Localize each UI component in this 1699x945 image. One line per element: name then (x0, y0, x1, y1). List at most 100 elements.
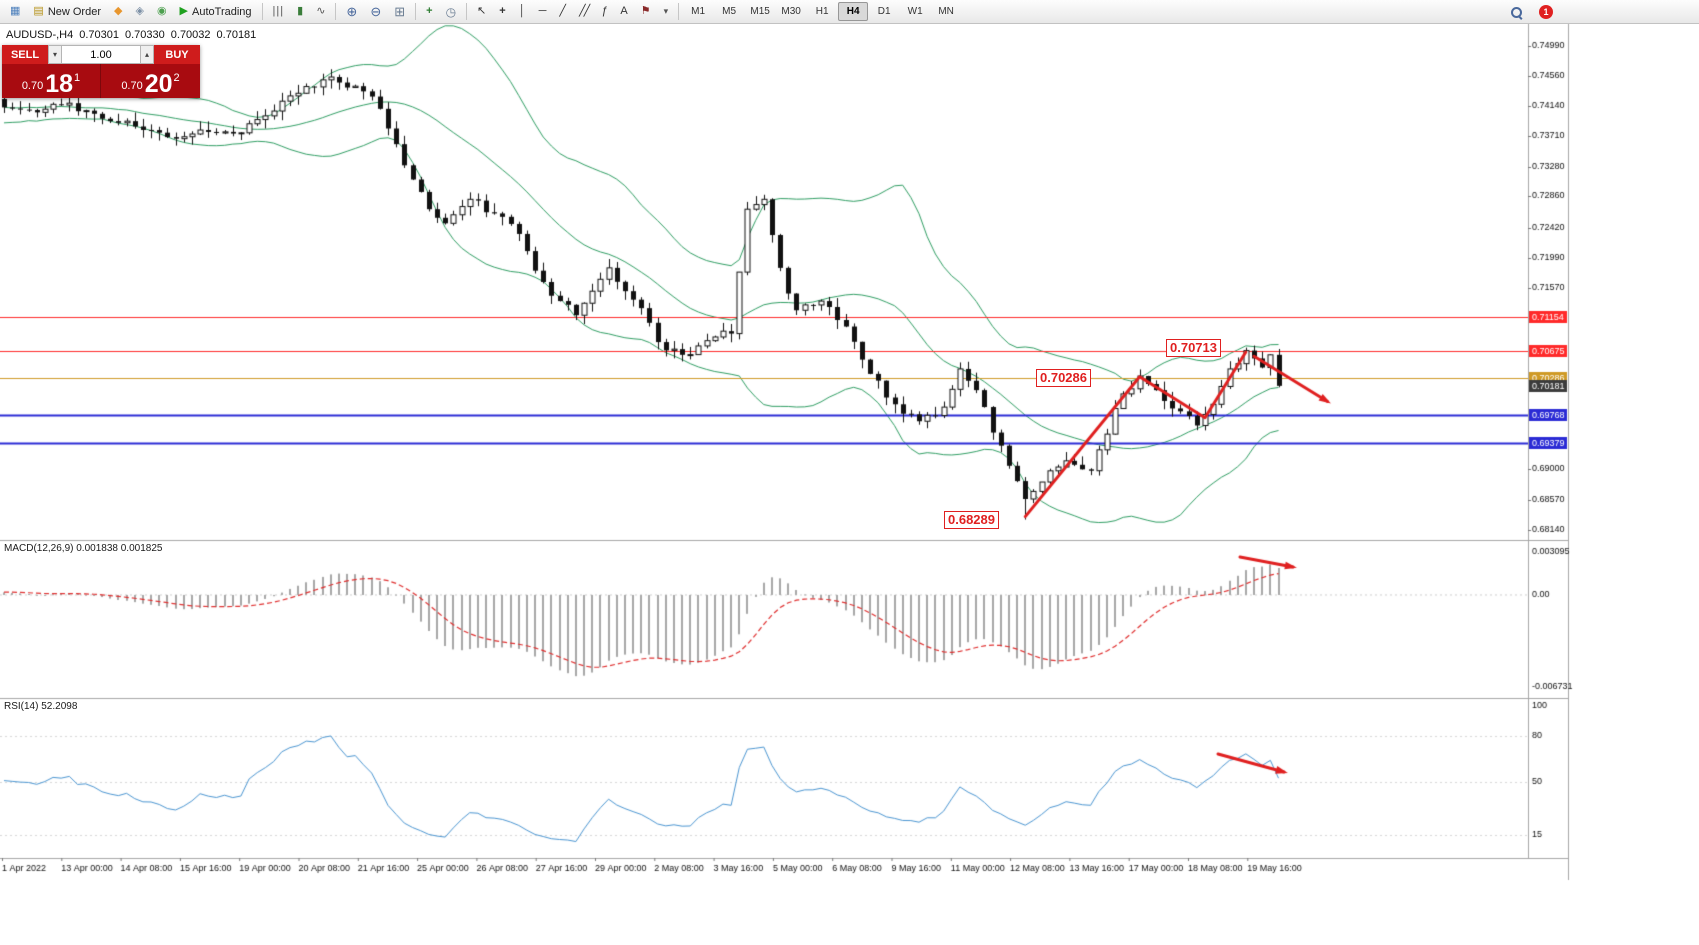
bar-chart-icon: ||| (272, 5, 285, 17)
mql-market-icon: ◆ (114, 5, 123, 17)
buy-button[interactable]: BUY (154, 45, 200, 64)
notification-badge[interactable]: 1 (1539, 5, 1553, 19)
mql-community-icon: ◉ (156, 5, 167, 17)
toolbar-separator (466, 3, 468, 20)
fibonacci-icon: ƒ (601, 5, 608, 17)
mql-codebase-button[interactable]: ◈ (129, 1, 149, 23)
periods-button[interactable]: ◷ (440, 1, 462, 23)
zoom-out-icon: ⊖ (370, 4, 382, 19)
line-chart-button[interactable]: ∿ (310, 1, 331, 23)
trendline-icon: ╱ (559, 5, 566, 17)
toolbar-separator (678, 3, 680, 20)
cursor-button[interactable]: ↖ (471, 1, 492, 23)
price-annotation[interactable]: 0.68289 (944, 510, 999, 529)
new-chart-button[interactable]: ▦ (4, 1, 26, 23)
text-button[interactable]: A (614, 1, 633, 23)
chart-symbol-period: AUDUSD-,H4 (6, 29, 74, 41)
chart-ohlc-header: AUDUSD-,H4 0.70301 0.70330 0.70032 0.701… (6, 29, 256, 41)
chevron-down-icon: ▾ (663, 6, 669, 16)
volume-decrease-button[interactable]: ▾ (48, 45, 62, 64)
chart-open: 0.70301 (79, 29, 119, 41)
zoom-out-button[interactable]: ⊖ (364, 1, 387, 23)
mql-market-button[interactable]: ◆ (108, 1, 128, 23)
toolbar: ▦ ▤ New Order ◆ ◈ ◉ ▶ AutoTrading ||| ▮ ∿ … (0, 0, 1699, 24)
cursor-icon: ↖ (477, 5, 487, 17)
timeframe-button-d1[interactable]: D1 (877, 6, 891, 17)
sell-price[interactable]: 0.70 18 1 (2, 64, 101, 98)
crosshair-icon: + (499, 5, 506, 17)
toolbar-group-trading: ▦ ▤ New Order ◆ ◈ ◉ ▶ AutoTrading (4, 1, 258, 23)
label-button[interactable]: ⚑ (635, 1, 657, 23)
timeframe-button-m15[interactable]: M15 (750, 6, 770, 17)
toolbar-separator (261, 3, 263, 20)
horizontal-line-icon: ─ (538, 5, 547, 17)
price-annotation[interactable]: 0.70286 (1036, 369, 1091, 388)
new-order-button[interactable]: ▤ New Order (27, 1, 107, 23)
sell-price-small: 0.70 (21, 80, 44, 92)
toolbar-right: 1 (1510, 0, 1553, 24)
autotrading-label: AutoTrading (192, 5, 252, 18)
sell-price-sup: 1 (74, 72, 81, 84)
chart-canvas[interactable] (0, 24, 1699, 945)
new-order-label: New Order (47, 5, 101, 18)
mql-community-button[interactable]: ◉ (151, 1, 173, 23)
timeframe-button-m5[interactable]: M5 (722, 6, 737, 17)
add-indicator-icon: + (426, 5, 433, 17)
timeframe-button-m30[interactable]: M30 (781, 6, 801, 17)
toolbar-group-timeframes: M1 M5 M15 M30 H1 H4 D1 W1 MN (683, 2, 961, 21)
toolbar-group-zoom: ⊕ ⊖ ⊞ (340, 1, 411, 23)
one-click-trading-widget: SELL ▾ ▴ BUY 0.70 18 1 0.70 20 2 (2, 45, 200, 98)
sell-button[interactable]: SELL (2, 45, 48, 64)
crosshair-button[interactable]: + (493, 1, 511, 23)
timeframe-button-h4[interactable]: H4 (838, 2, 869, 21)
new-order-icon: ▤ (33, 5, 44, 17)
timeframe-button-w1[interactable]: W1 (907, 6, 923, 17)
text-icon: A (620, 5, 628, 17)
vertical-line-icon: │ (518, 5, 526, 17)
shapes-dropdown-button[interactable]: ▾ (658, 1, 675, 23)
buy-price-sup: 2 (173, 72, 180, 84)
tile-windows-icon: ⊞ (394, 4, 406, 19)
timeframe-button-h1[interactable]: H1 (815, 6, 829, 17)
buy-price[interactable]: 0.70 20 2 (101, 64, 200, 98)
timeframe-button-mn[interactable]: MN (938, 6, 954, 17)
rsi-title: RSI(14) 52.2098 (4, 701, 78, 712)
chart-high: 0.70330 (125, 29, 165, 41)
channel-button[interactable]: ╱╱ (573, 1, 594, 23)
new-chart-icon: ▦ (10, 5, 21, 17)
autotrading-play-icon: ▶ (179, 5, 189, 17)
volume-increase-button[interactable]: ▴ (140, 45, 154, 64)
macd-title: MACD(12,26,9) 0.001838 0.001825 (4, 543, 163, 554)
sell-price-big: 18 (45, 70, 74, 98)
toolbar-separator (335, 3, 337, 20)
mql-codebase-icon: ◈ (135, 5, 144, 17)
chart-close: 0.70181 (216, 29, 257, 41)
search-icon[interactable] (1510, 6, 1523, 19)
fibonacci-button[interactable]: ƒ (595, 1, 613, 23)
tile-windows-button[interactable]: ⊞ (388, 1, 411, 23)
zoom-in-button[interactable]: ⊕ (340, 1, 363, 23)
line-chart-icon: ∿ (316, 5, 326, 17)
periods-icon: ◷ (445, 4, 457, 19)
price-annotation[interactable]: 0.70713 (1166, 339, 1221, 358)
timeframe-button-m1[interactable]: M1 (691, 6, 706, 17)
zoom-in-icon: ⊕ (346, 4, 358, 19)
trendline-button[interactable]: ╱ (553, 1, 572, 23)
bar-chart-button[interactable]: ||| (267, 1, 291, 23)
candle-chart-button[interactable]: ▮ (291, 1, 309, 23)
add-indicator-button[interactable]: + (420, 1, 438, 23)
channel-icon: ╱╱ (579, 5, 590, 17)
buy-price-small: 0.70 (121, 80, 143, 92)
chart-window: AUDUSD-,H4 0.70301 0.70330 0.70032 0.701… (0, 24, 1699, 945)
toolbar-separator (415, 3, 417, 20)
vertical-line-button[interactable]: │ (513, 1, 532, 23)
toolbar-group-indicators: + ◷ (420, 1, 462, 23)
autotrading-button[interactable]: ▶ AutoTrading (174, 1, 258, 23)
volume-input[interactable] (62, 45, 140, 64)
chart-low: 0.70032 (170, 29, 211, 41)
label-icon: ⚑ (640, 5, 651, 17)
candle-chart-icon: ▮ (297, 5, 304, 17)
buy-price-big: 20 (144, 70, 173, 98)
toolbar-group-chart-type: ||| ▮ ∿ (267, 1, 332, 23)
horizontal-line-button[interactable]: ─ (533, 1, 553, 23)
